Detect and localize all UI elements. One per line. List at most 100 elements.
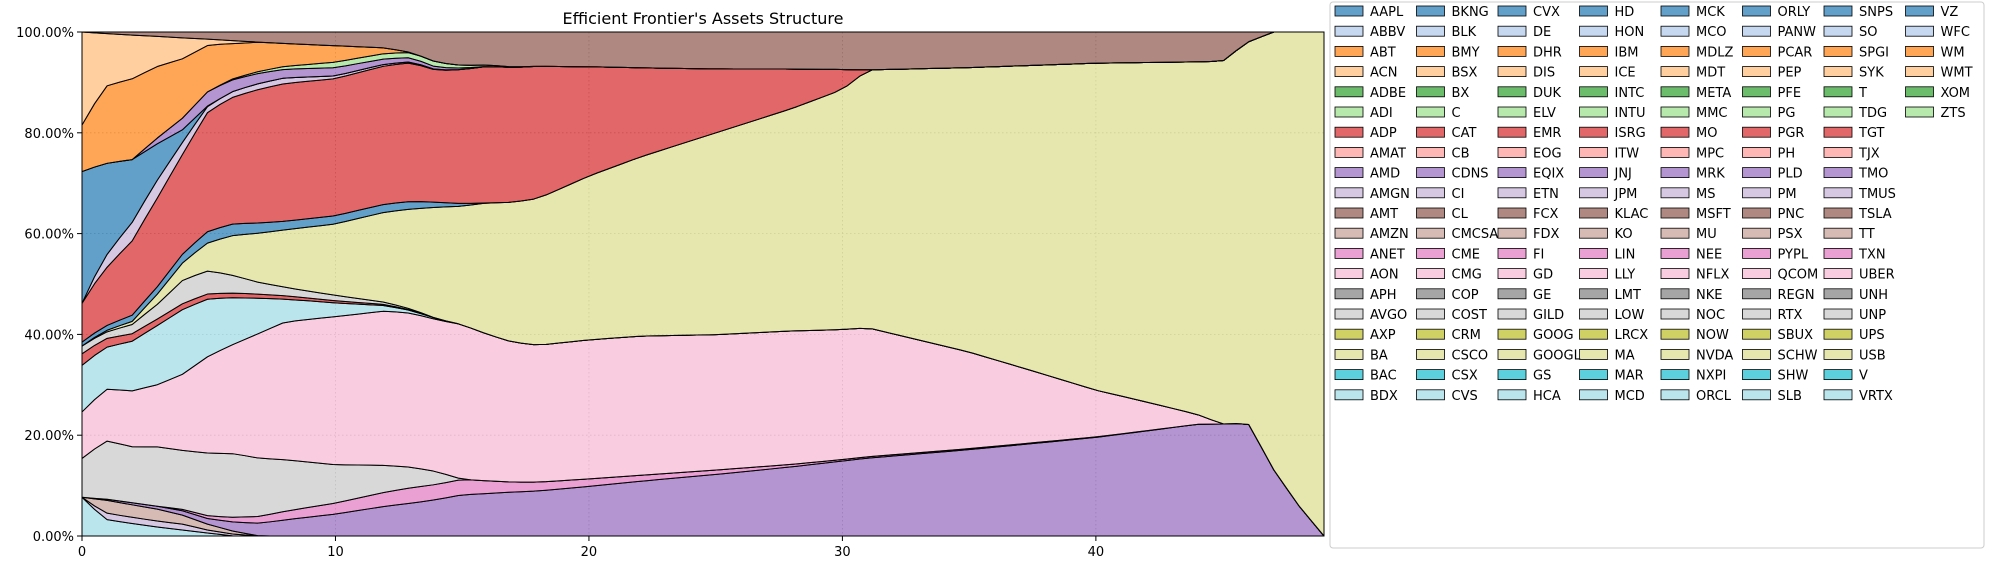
legend-label-nee: NEE [1696,247,1722,262]
legend-label-tt: TT [1858,227,1875,242]
legend-swatch-ups [1823,328,1853,340]
legend-label-bdx: BDX [1370,389,1398,404]
legend-swatch-schw [1742,348,1771,360]
legend-label-schw: SCHW [1778,348,1818,363]
legend-label-adp: ADP [1370,126,1397,141]
legend-swatch-cost [1416,308,1445,320]
legend-label-pm: PM [1778,187,1797,202]
legend-label-amzn: AMZN [1370,227,1409,242]
legend-label-mrk: MRK [1696,167,1725,182]
legend-label-tsla: TSLA [1858,207,1892,222]
legend-label-snps: SNPS [1859,5,1893,20]
y-tick-label: 60.00% [24,228,74,243]
legend-swatch-bkng [1416,5,1445,17]
legend-swatch-aapl [1334,5,1364,17]
legend-swatch-csco [1416,348,1445,360]
legend-swatch-bmy [1416,46,1445,57]
legend-swatch-cat [1416,126,1445,138]
legend-label-nflx: NFLX [1696,268,1729,283]
legend-label-csco: CSCO [1452,348,1489,363]
legend-label-adi: ADI [1370,106,1393,121]
legend-label-gild: GILD [1533,308,1564,323]
legend-swatch-jpm [1579,187,1608,199]
legend-swatch-mmc [1660,106,1690,118]
legend-label-cdns: CDNS [1452,167,1489,182]
legend-label-crm: CRM [1452,328,1481,343]
legend-swatch-lmt [1579,288,1608,300]
plot-frame [81,31,1325,537]
legend-label-pfe: PFE [1778,86,1802,101]
legend-label-amd: AMD [1370,167,1400,182]
legend-swatch-so [1823,25,1853,37]
legend-swatch-cdns [1416,167,1445,179]
legend-label-isrg: ISRG [1615,126,1646,141]
legend-label-aon: AON [1370,268,1399,283]
legend-label-amgn: AMGN [1370,187,1410,202]
legend-swatch-ms [1660,187,1690,199]
x-tick-label: 20 [581,545,598,560]
legend-swatch-pm [1742,187,1771,199]
legend-label-wm: WM [1941,45,1965,60]
legend-swatch-wmt [1905,66,1934,77]
legend-swatch-cvs [1416,389,1445,401]
legend-label-intc: INTC [1615,86,1645,101]
legend-label-tmus: TMUS [1858,187,1896,202]
legend-swatch-ko [1579,227,1608,239]
legend-label-bsx: BSX [1452,66,1478,81]
legend-label-cme: CME [1452,247,1481,262]
legend-label-low: LOW [1615,308,1645,323]
legend-swatch-mdt [1660,66,1690,77]
legend-swatch-shw [1742,369,1771,381]
legend-swatch-cme [1416,247,1445,259]
legend-swatch-wm [1905,46,1934,57]
legend-swatch-eog [1497,146,1527,158]
legend-swatch-msft [1660,207,1690,219]
legend-label-regn: REGN [1778,288,1815,303]
legend-swatch-rtx [1742,308,1771,320]
y-tick-label: 80.00% [24,127,74,142]
legend-swatch-jnj [1579,167,1608,179]
legend-label-usb: USB [1859,348,1886,363]
legend-swatch-amat [1334,146,1364,158]
legend-label-ibm: IBM [1615,45,1639,60]
legend-label-avgo: AVGO [1370,308,1407,323]
legend-swatch-dis [1497,66,1527,77]
legend-label-sbux: SBUX [1778,328,1814,343]
legend-label-aph: APH [1370,288,1397,303]
legend-label-anet: ANET [1370,247,1405,262]
legend-label-cvs: CVS [1452,389,1478,404]
legend-swatch-xom [1905,86,1934,98]
legend-swatch-de [1497,25,1527,37]
legend-label-now: NOW [1696,328,1729,343]
legend-swatch-abbv [1334,25,1364,37]
legend-swatch-c [1416,106,1445,118]
legend-swatch-pgr [1742,126,1771,138]
legend-label-msft: MSFT [1696,207,1731,222]
legend-label-duk: DUK [1533,86,1562,101]
legend-swatch-pld [1742,167,1771,179]
legend-label-unp: UNP [1859,308,1886,323]
legend-label-tdg: TDG [1858,106,1887,121]
legend-swatch-vrtx [1823,389,1853,401]
legend-label-tmo: TMO [1858,167,1888,182]
legend-swatch-itw [1579,146,1608,158]
legend-label-tgt: TGT [1858,126,1885,141]
legend-label-xom: XOM [1941,86,1971,101]
legend-swatch-pcar [1742,46,1771,57]
legend-label-amt: AMT [1370,207,1398,222]
legend-swatch-aph [1334,288,1364,300]
legend-swatch-noc [1660,308,1690,320]
legend-label-hca: HCA [1533,389,1561,404]
legend-swatch-axp [1334,328,1364,340]
legend-swatch-amd [1334,167,1364,179]
legend-label-amat: AMAT [1370,146,1406,161]
legend-label-slb: SLB [1778,389,1802,404]
legend-label-pgr: PGR [1778,126,1805,141]
legend-swatch-amt [1334,207,1364,219]
legend-swatch-blk [1416,25,1445,37]
legend-label-lin: LIN [1615,247,1636,262]
legend-label-v: V [1859,369,1868,384]
legend-swatch-cl [1416,207,1445,219]
legend: AAPL ABBV ABT ACN ADBE ADI ADP AMAT AMD AMGN AMT AM… [1329,1,1985,549]
legend-swatch-klac [1579,207,1608,219]
